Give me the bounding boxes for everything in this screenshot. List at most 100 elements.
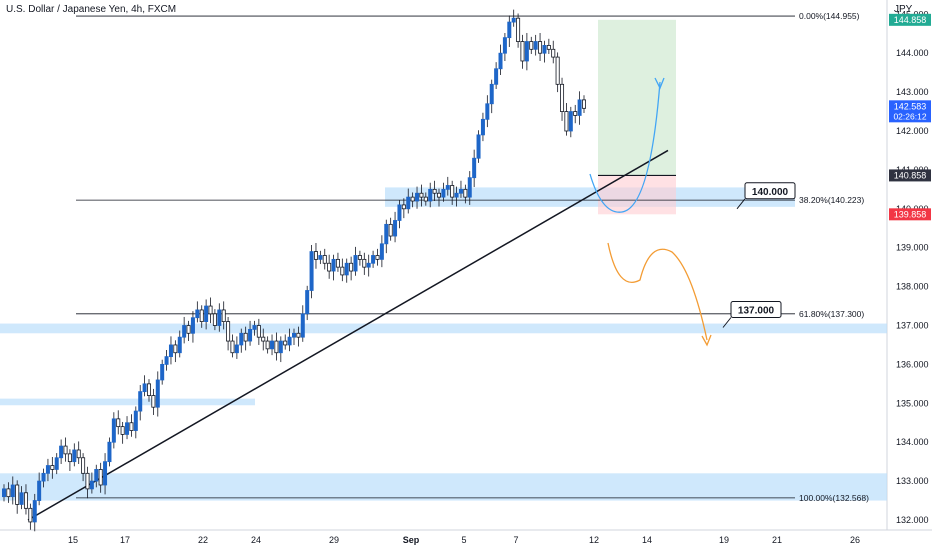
price-badge [889,169,931,182]
candle-body [524,41,529,62]
support-zone [0,398,255,406]
candle-body [2,488,7,498]
candle-body [59,445,64,459]
candle-body [502,37,507,54]
x-tick-label: 29 [329,535,339,545]
candle-body [63,445,68,455]
candle-body [313,251,318,260]
candle-body [564,111,569,132]
x-tick-label: 21 [772,535,782,545]
candle-body [283,340,288,346]
candle-body [234,344,239,354]
candle-body [375,255,380,260]
y-tick-label: 135.000 [896,398,929,408]
callout-box [730,301,782,318]
candle-body [160,363,165,381]
price-badge-value: 139.858 [894,209,927,219]
candle-body [432,188,437,194]
candle-body [533,41,538,50]
candle-body [489,83,494,105]
candle-body [261,336,266,342]
candle-body [331,258,336,272]
candle-body [458,188,463,194]
x-tick-label: 12 [589,535,599,545]
x-tick-label: 5 [461,535,466,545]
y-tick-label: 143.000 [896,87,929,97]
chart-title: U.S. Dollar / Japanese Yen, 4h, FXCM [6,4,177,15]
x-tick-label: 7 [513,535,518,545]
candle-body [445,185,450,190]
candle-body [111,418,116,443]
candle-body [318,255,323,260]
candle-body [507,21,512,39]
candle-body [94,469,99,482]
candle-body [388,223,393,237]
candle-body [296,332,301,338]
candle-body [327,262,332,272]
currency-label: JPY [894,4,913,15]
candle-body [357,255,362,260]
candle-body [309,251,314,291]
candle-body [256,325,261,338]
candle-body [168,344,173,358]
candle-body [379,243,384,260]
y-tick-label: 144.000 [896,48,929,58]
candle-body [546,45,551,50]
candle-body [10,484,15,498]
x-tick-label: 19 [719,535,729,545]
candle-body [436,192,441,198]
candle-body [485,103,490,120]
callout-label: 140.000 [752,187,789,198]
candle-body [81,457,86,474]
candle-body [441,188,446,198]
candle-body [494,68,499,85]
candle-body [67,453,72,463]
candle-body [248,328,253,342]
candle-body [252,325,257,330]
y-tick-label: 137.000 [896,321,929,331]
candle-body [406,196,411,210]
candle-body [32,500,37,523]
candle-body [573,111,578,116]
candle-body [371,255,376,264]
candle-body [50,465,55,470]
fib-level-label: 100.00%(132.568) [799,493,869,503]
callout-label: 137.000 [738,306,775,317]
candle-body [133,410,138,431]
x-tick-label: 15 [68,535,78,545]
y-tick-label: 136.000 [896,359,929,369]
y-tick-label: 142.000 [896,126,929,136]
candle-body [125,422,130,435]
candle-body [19,492,24,505]
callout-pointer [722,317,732,328]
candle-body [274,340,279,354]
candle-body [41,472,46,482]
y-tick-label: 138.000 [896,282,929,292]
candle-body [480,118,485,136]
fib-level-label: 61.80%(137.300) [799,309,864,319]
candle-body [54,457,59,470]
price-badge-value: 142.583 [894,101,927,111]
candle-body [498,52,503,70]
candle-body [278,340,283,354]
candle-body [349,262,354,272]
candle-body [98,469,103,486]
candle-body [362,258,367,268]
candle-body [340,266,345,276]
stop-loss-zone [598,175,676,215]
candle-body [265,340,270,350]
candle-body [226,321,231,342]
candle-body [120,426,125,435]
candle-body [142,383,147,393]
candle-body [397,204,402,221]
candle-body [230,340,235,354]
x-tick-label: 22 [198,535,208,545]
candle-body [164,356,169,365]
candle-body [190,317,195,334]
candle-body [182,325,187,338]
candle-body [300,313,305,338]
candle-body [577,99,582,116]
support-zone [385,187,795,207]
candle-body [366,262,371,268]
